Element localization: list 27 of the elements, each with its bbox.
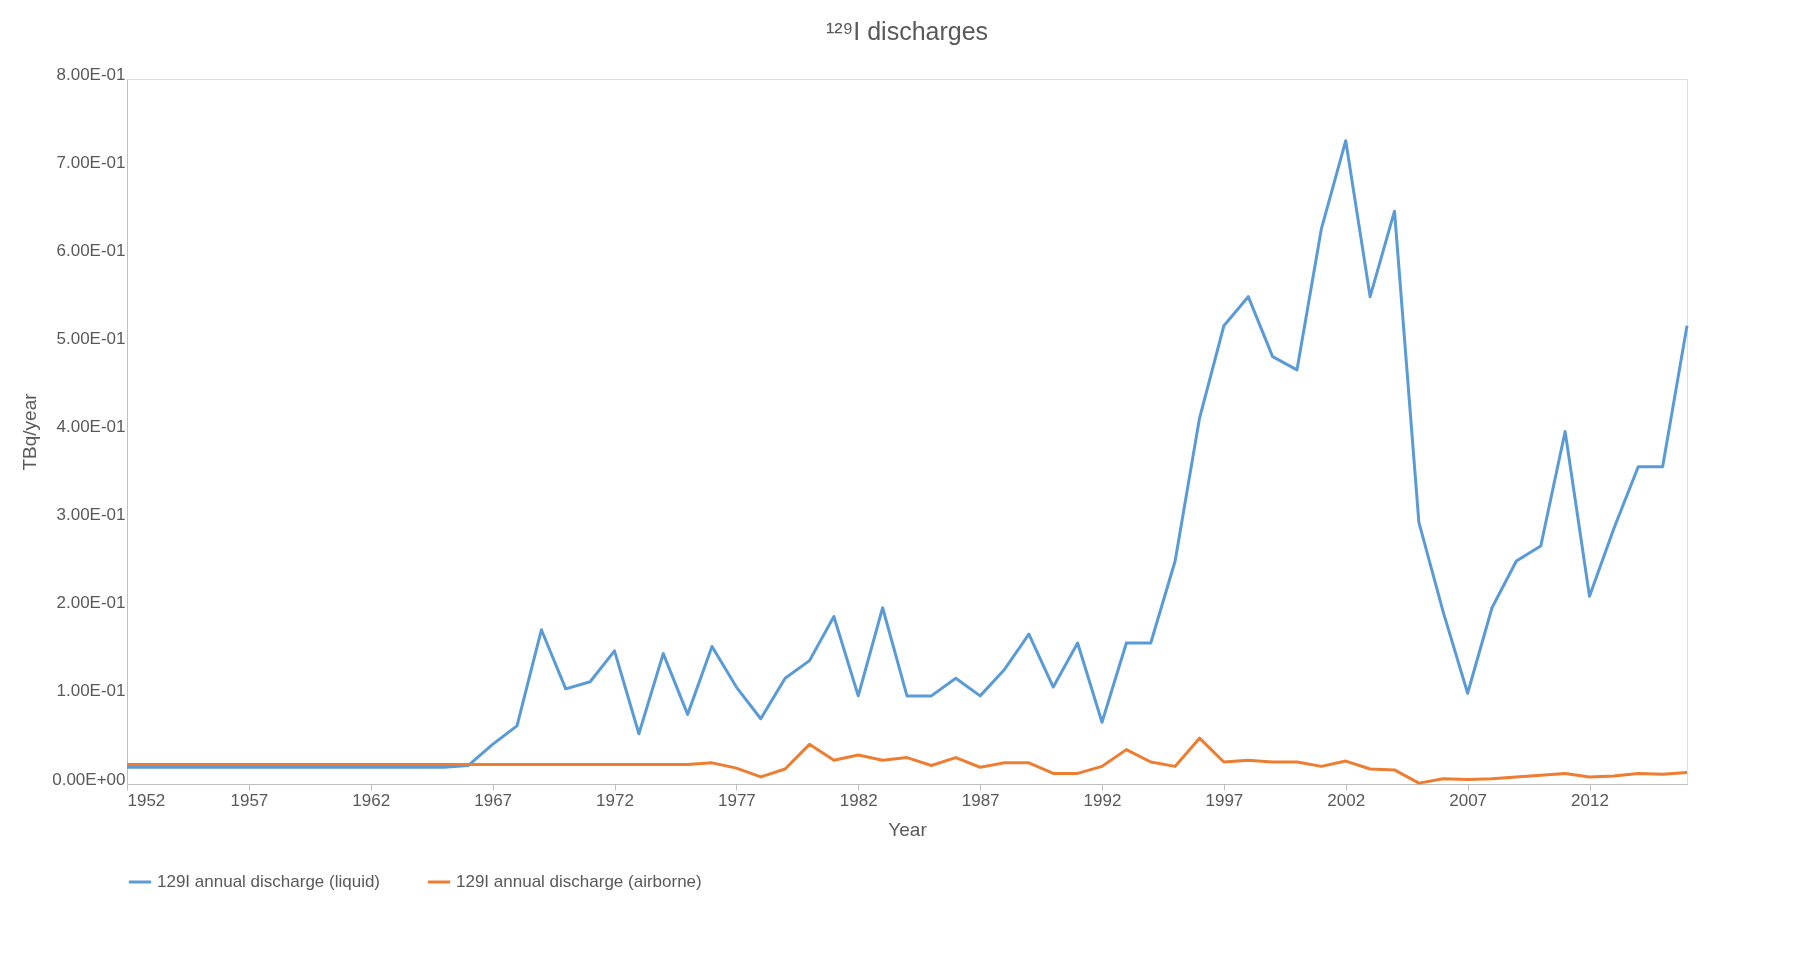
legend-label: 129I annual discharge (liquid) bbox=[157, 872, 381, 891]
x-tick-label: 1987 bbox=[961, 790, 1000, 810]
x-tick-label: 2007 bbox=[1449, 790, 1488, 810]
y-tick-label: 7.00E-01 bbox=[56, 152, 126, 172]
legend-label: 129I annual discharge (airborne) bbox=[456, 872, 702, 891]
y-tick-label: 2.00E-01 bbox=[56, 593, 126, 613]
x-tick-label: 1977 bbox=[717, 790, 756, 810]
y-tick-label: 8.00E-01 bbox=[56, 64, 126, 84]
y-tick-label: 4.00E-01 bbox=[56, 417, 126, 436]
y-tick-label: 0.00E+00 bbox=[52, 769, 126, 789]
x-tick-label: 1967 bbox=[474, 790, 513, 810]
y-tick-label: 3.00E-01 bbox=[56, 505, 126, 525]
x-tick-label: 1962 bbox=[352, 790, 391, 810]
x-tick-label: 1952 bbox=[127, 790, 166, 810]
x-axis-title: Year bbox=[888, 818, 928, 840]
y-tick-label: 5.00E-01 bbox=[56, 328, 126, 348]
x-tick-label: 1957 bbox=[230, 790, 269, 810]
x-tick-label: 1972 bbox=[596, 790, 634, 810]
x-tick-label: 1997 bbox=[1205, 790, 1244, 810]
chart-title: ¹²⁹I discharges bbox=[825, 17, 989, 45]
y-tick-label: 6.00E-01 bbox=[56, 240, 126, 260]
x-tick-label: 1982 bbox=[839, 790, 878, 810]
x-tick-label: 1992 bbox=[1083, 790, 1122, 810]
x-tick-label: 2002 bbox=[1327, 790, 1366, 810]
y-axis-title: TBq/year bbox=[19, 392, 41, 471]
x-tick-label: 2012 bbox=[1571, 790, 1609, 810]
y-tick-label: 1.00E-01 bbox=[56, 681, 126, 701]
